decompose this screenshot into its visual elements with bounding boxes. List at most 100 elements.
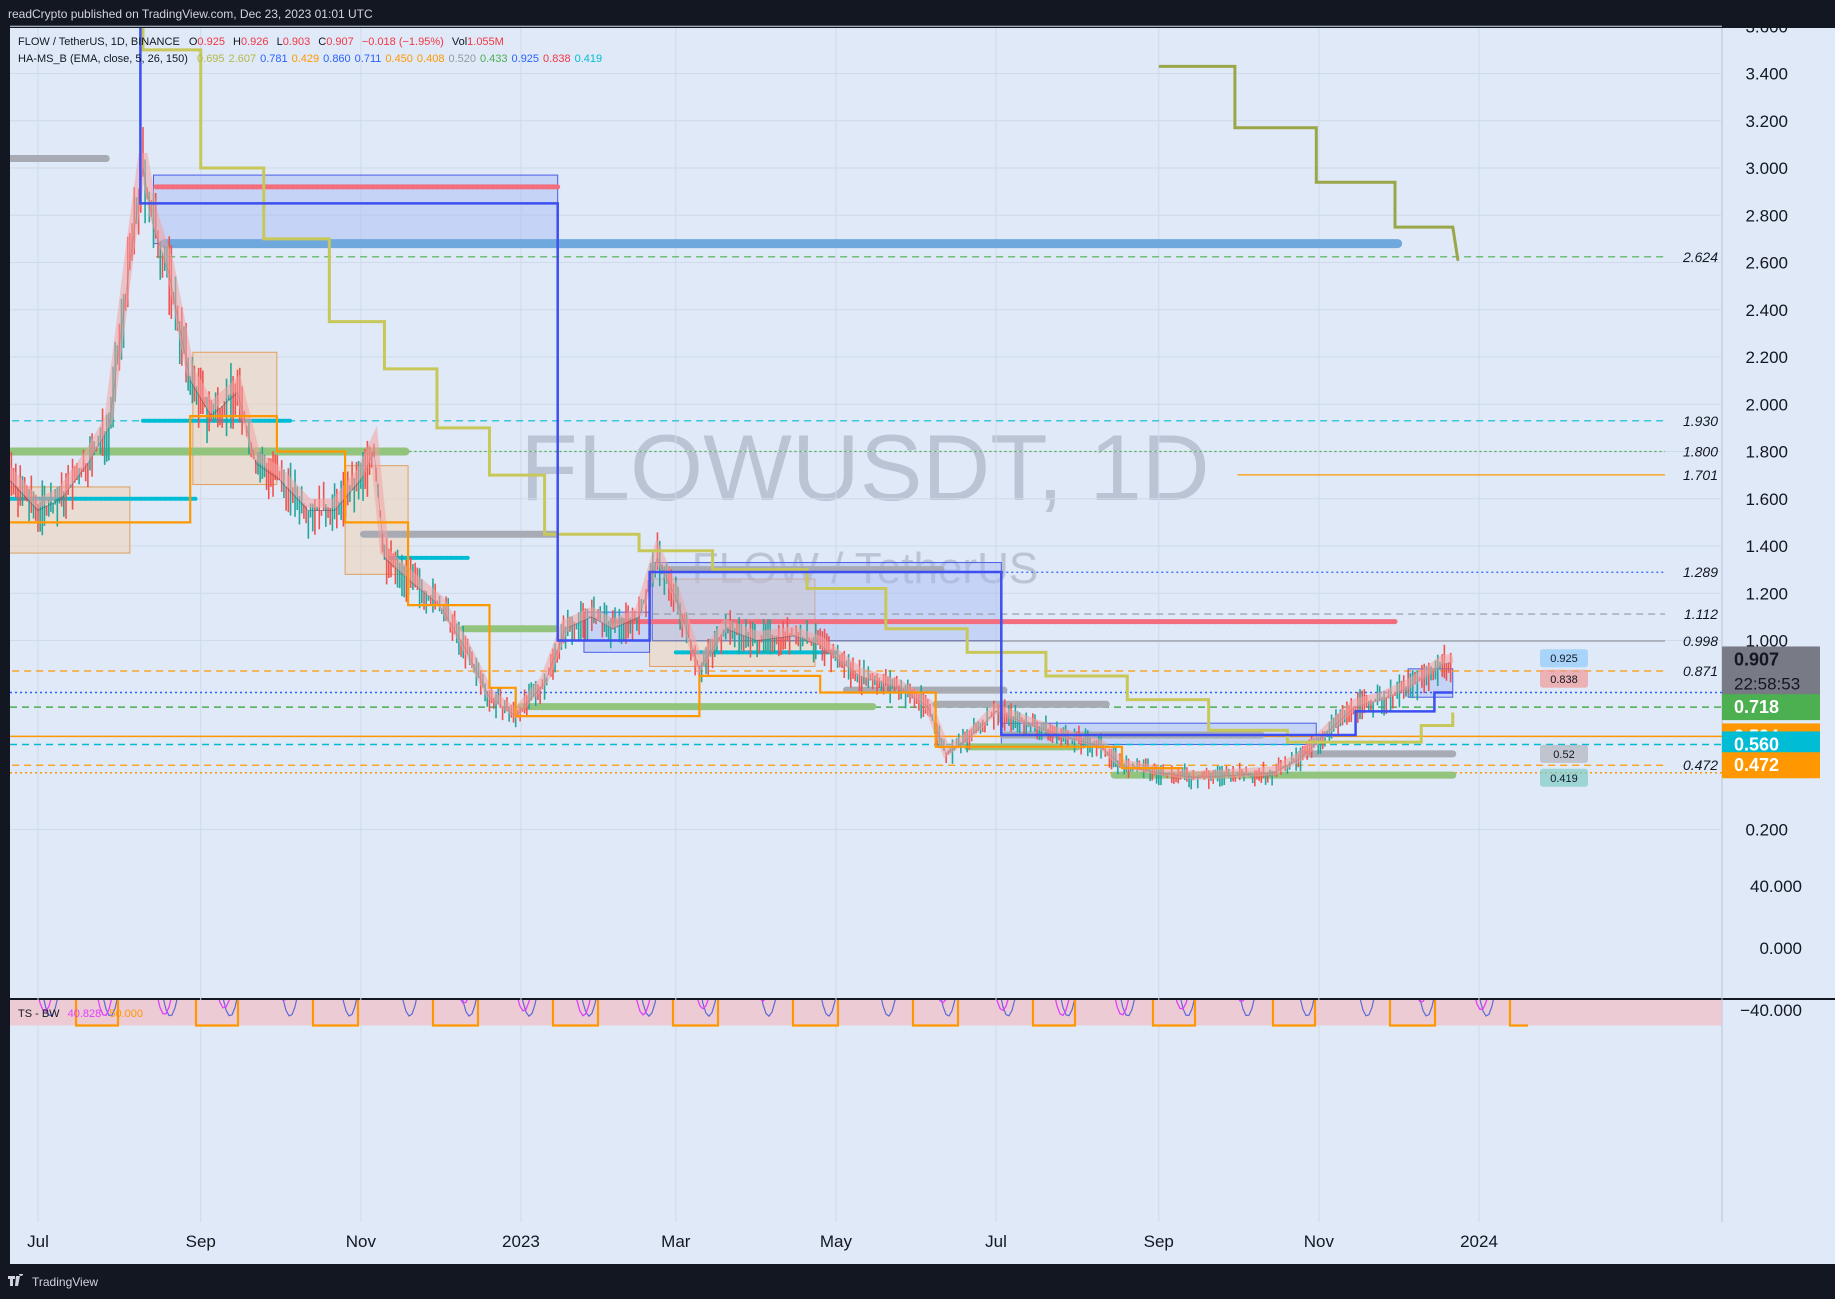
legend-indicator-value: 0.450 xyxy=(385,53,413,65)
publish-header: readCrypto published on TradingView.com,… xyxy=(0,0,1835,28)
price-badge-label: 0.718 xyxy=(1734,697,1779,717)
time-tick-label: Nov xyxy=(1304,1232,1335,1251)
level-label: 2.624 xyxy=(1682,249,1718,265)
legend-indicator-value: 0.781 xyxy=(260,53,288,65)
price-series xyxy=(10,127,1454,790)
osc-line-orange xyxy=(74,1000,1528,1027)
step-line xyxy=(1158,64,1460,262)
price-tick-label: 3.400 xyxy=(1745,65,1788,84)
osc-tick-label: −40.000 xyxy=(1740,1001,1802,1020)
legend-l-label: L xyxy=(277,36,283,48)
legend-volume: 1.055M xyxy=(467,36,504,48)
watermark: FLOWUSDT, 1D FLOW / TetherUS xyxy=(520,415,1209,593)
small-label: 0.52 xyxy=(1553,749,1574,761)
time-tick-label: Jul xyxy=(27,1232,49,1251)
level-label: 1.930 xyxy=(1683,413,1718,429)
price-tick-label: 1.000 xyxy=(1745,632,1788,651)
oscillator xyxy=(10,1000,1722,1027)
price-badge xyxy=(1722,752,1820,779)
legend-indicator-value: 0.838 xyxy=(543,53,571,65)
legend-indicator-value: 0.520 xyxy=(448,53,476,65)
legend-indicator-value: 0.695 xyxy=(197,53,225,65)
price-badge-label: 0.472 xyxy=(1734,755,1779,775)
legend-vol-label: Vol xyxy=(452,36,467,48)
small-label-box xyxy=(1540,649,1588,668)
price-tick-label: 2.000 xyxy=(1745,395,1788,414)
price-badge xyxy=(1722,646,1820,699)
osc-tick-label: 0.000 xyxy=(1759,939,1802,958)
tradingview-logo-icon xyxy=(8,1274,23,1286)
legend-indicator-value: 0.408 xyxy=(417,53,445,65)
oscillator-pane[interactable] xyxy=(10,1000,1722,1222)
legend-symbol: FLOW / TetherUS, 1D, BINANCE xyxy=(18,36,180,48)
legend-indicator: HA-MS_B (EMA, close, 5, 26, 150) xyxy=(18,53,188,65)
price-tick-label: 3.000 xyxy=(1745,159,1788,178)
legend-indicator-value: 0.860 xyxy=(323,53,351,65)
time-tick-label: Jul xyxy=(985,1232,1007,1251)
level-label: 0.998 xyxy=(1683,633,1718,649)
legend-indicator-value: 0.925 xyxy=(512,53,540,65)
price-tick-label: 2.600 xyxy=(1745,254,1788,273)
small-label: 0.838 xyxy=(1550,674,1578,686)
legend-change: −0.018 (−1.95%) xyxy=(362,36,444,48)
price-tick-label: 3.200 xyxy=(1745,112,1788,131)
structure-line xyxy=(139,28,1453,737)
price-axis: 0.200 1.000 1.200 1.400 1.600 1.800 2.000 2.200… xyxy=(1745,17,1788,839)
legend-low: 0.903 xyxy=(283,36,311,48)
price-badge-countdown: 22:58:53 xyxy=(1734,674,1800,693)
legend-line-1: FLOW / TetherUS, 1D, BINANCE O0.925 H0.9… xyxy=(18,36,504,48)
legend-line-2: HA-MS_B (EMA, close, 5, 26, 150) 0.695 2.… xyxy=(18,53,602,65)
footer-bar: TradingView xyxy=(0,1264,1835,1299)
legend-c-label: C xyxy=(318,36,326,48)
time-tick-label: 2023 xyxy=(502,1232,540,1251)
legend-indicator-value: 0.429 xyxy=(292,53,320,65)
time-tick-label: Sep xyxy=(1144,1232,1174,1251)
small-label: 0.925 xyxy=(1550,653,1578,665)
ema-ribbon xyxy=(10,153,1454,781)
osc-line-blue xyxy=(43,1000,1494,1018)
small-label-box xyxy=(1540,744,1588,763)
time-tick-label: Nov xyxy=(346,1232,377,1251)
level-label: 1.289 xyxy=(1683,564,1718,580)
time-tick-label: Mar xyxy=(661,1232,691,1251)
level-labels: 2.624 1.930 1.800 1.701 1.289 1.112 0.998 0.871… xyxy=(1682,249,1718,773)
price-tick-label: 2.800 xyxy=(1745,206,1788,225)
legend-indicator-value: 0.711 xyxy=(355,53,382,65)
moving-averages xyxy=(10,28,1460,770)
price-badge-label: 0.560 xyxy=(1734,734,1779,754)
legend-indicator-value: 0.433 xyxy=(480,53,508,65)
time-axis: Jul Sep Nov 2023 Mar May Jul Sep Nov 2024 xyxy=(27,1232,1498,1251)
legend-close: 0.907 xyxy=(326,36,354,48)
time-tick-label: 2024 xyxy=(1460,1232,1498,1251)
level-label: 0.472 xyxy=(1683,757,1718,773)
watermark-title: FLOWUSDT, 1D xyxy=(520,415,1209,520)
price-tick-label: 1.600 xyxy=(1745,490,1788,509)
price-tick-label: 1.400 xyxy=(1745,537,1788,556)
legend-open: 0.925 xyxy=(197,36,225,48)
price-tick-label: 3.600 xyxy=(1745,17,1788,36)
level-label: 1.701 xyxy=(1683,467,1718,483)
legend-o-label: O xyxy=(189,36,198,48)
price-axis-pane[interactable] xyxy=(1722,28,1835,1222)
level-label: 1.112 xyxy=(1684,606,1718,622)
price-badge-label: 0.907 xyxy=(1734,649,1779,669)
small-label-box xyxy=(1540,669,1588,688)
osc-value-2: 50.000 xyxy=(109,1008,143,1020)
price-tick-label: 0.200 xyxy=(1745,821,1788,840)
small-label: 0.419 xyxy=(1550,773,1578,785)
legend-high: 0.926 xyxy=(241,36,269,48)
osc-value-1: 40.828 xyxy=(68,1008,102,1020)
time-axis-pane[interactable] xyxy=(10,1222,1835,1264)
price-tick-label: 2.200 xyxy=(1745,348,1788,367)
price-tick-label: 2.400 xyxy=(1745,301,1788,320)
price-badge xyxy=(1722,694,1820,721)
small-label-box xyxy=(1540,768,1588,787)
price-tick-label: 1.800 xyxy=(1745,443,1788,462)
level-label: 1.800 xyxy=(1683,444,1718,460)
oscillator-legend: TS - BW 40.828 50.000 xyxy=(18,1008,143,1020)
legend-indicator-value: 2.607 xyxy=(229,53,257,65)
legend-indicator-value: 0.419 xyxy=(575,53,603,65)
legend-h-label: H xyxy=(233,36,241,48)
